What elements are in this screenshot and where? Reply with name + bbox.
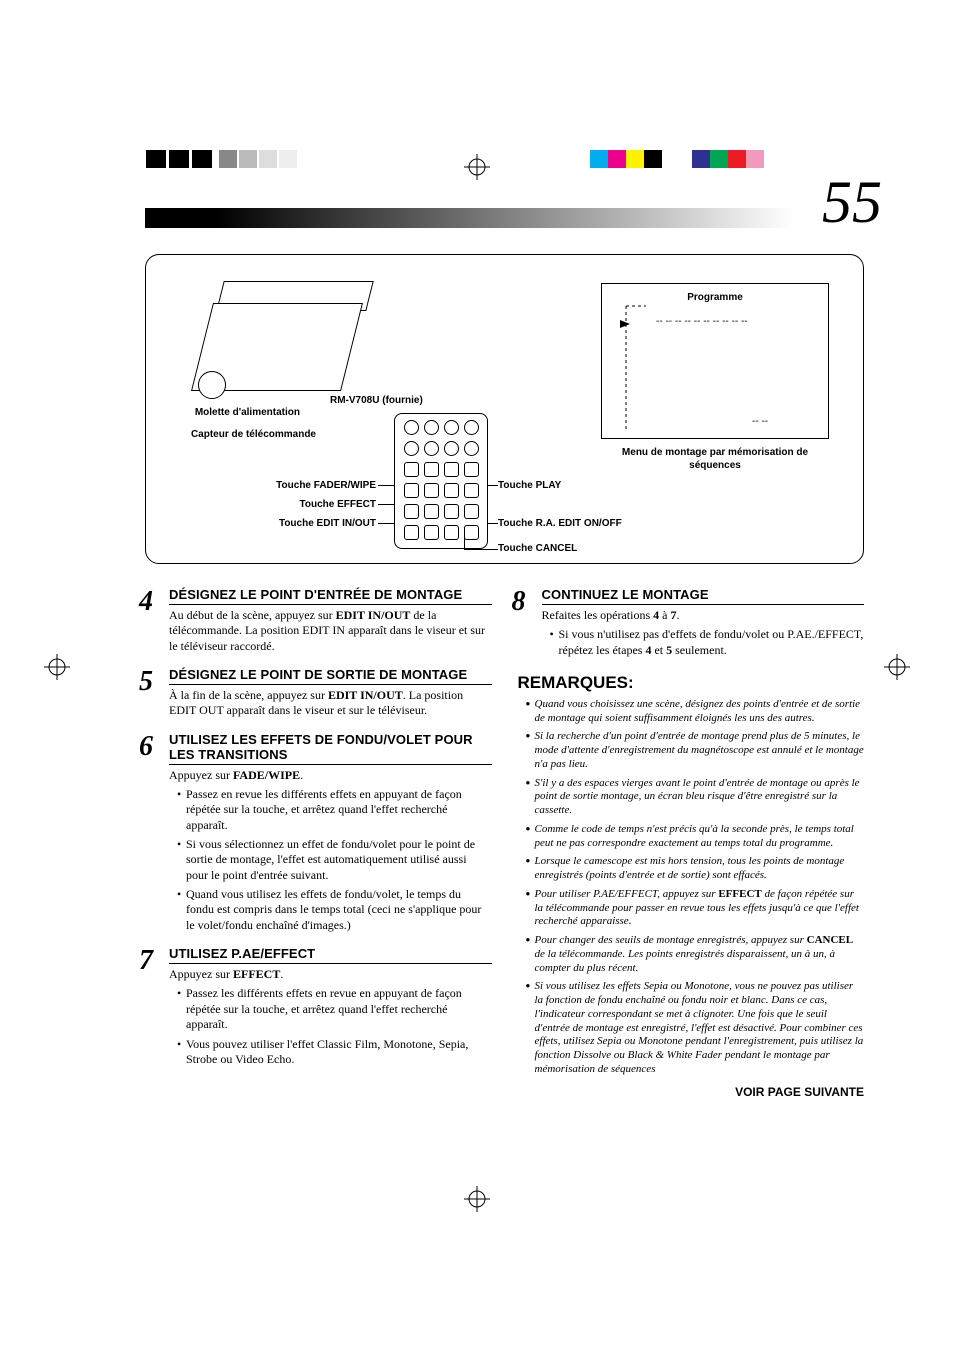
step-body: Au début de la scène, appuyez sur EDIT I… [169, 608, 492, 654]
diagram-box: Programme -- -- -- -- -- -- -- -- -- -- … [145, 254, 864, 564]
step-title: UTILISEZ P.AE/EFFECT [169, 947, 492, 964]
bullet: Si vous n'utilisez pas d'effets de fondu… [550, 627, 865, 658]
step-title: DÉSIGNEZ LE POINT D'ENTRÉE DE MONTAGE [169, 588, 492, 605]
label-fader: Touche FADER/WIPE [206, 480, 376, 491]
step-lead: Appuyez sur FADE/WIPE. [169, 768, 492, 783]
label-remote-model: RM-V708U (fournie) [330, 395, 470, 406]
label-effect: Touche EFFECT [206, 499, 376, 510]
bullet: Si vous sélectionnez un effet de fondu/v… [177, 837, 492, 883]
bullet: Passez en revue les différents effets en… [177, 787, 492, 833]
step-bullets: Si vous n'utilisez pas d'effets de fondu… [542, 627, 865, 658]
remark: Quand vous choisissez une scène, désigne… [526, 698, 865, 726]
camcorder-illustration [192, 281, 372, 401]
svg-text:-- -- -- -- -- -- -- -- --: -- -- -- -- -- -- -- -- -- -- [656, 316, 748, 327]
step-6: 6 UTILISEZ LES EFFETS DE FONDU/VOLET POU… [145, 733, 492, 933]
step-bullets: Passez en revue les différents effets en… [169, 787, 492, 933]
step-body: À la fin de la scène, appuyez sur EDIT I… [169, 688, 492, 719]
osd-caption: Menu de montage par mémorisation de séqu… [601, 447, 829, 472]
osd-screen: Programme -- -- -- -- -- -- -- -- -- -- … [601, 283, 829, 439]
label-capteur: Capteur de télécommande [156, 429, 316, 440]
step-5: 5 DÉSIGNEZ LE POINT DE SORTIE DE MONTAGE… [145, 668, 492, 719]
registration-mark-bottom [464, 1186, 490, 1212]
step-number: 4 [139, 584, 153, 620]
left-column: 4 DÉSIGNEZ LE POINT D'ENTRÉE DE MONTAGE … [145, 588, 492, 1100]
step-7: 7 UTILISEZ P.AE/EFFECT Appuyez sur EFFEC… [145, 947, 492, 1067]
label-play: Touche PLAY [498, 480, 658, 491]
body-columns: 4 DÉSIGNEZ LE POINT D'ENTRÉE DE MONTAGE … [145, 588, 864, 1100]
bullet: Quand vous utilisez les effets de fondu/… [177, 887, 492, 933]
remark: Pour utiliser P.AE/EFFECT, appuyez sur E… [526, 888, 865, 929]
step-number: 7 [139, 943, 153, 979]
step-lead: Refaites les opérations 4 à 7. [542, 608, 865, 623]
step-title: UTILISEZ LES EFFETS DE FONDU/VOLET POUR … [169, 733, 492, 765]
remark: Si la recherche d'un point d'entrée de m… [526, 730, 865, 771]
page-header: 55 [145, 180, 864, 240]
bullet: Vous pouvez utiliser l'effet Classic Fil… [177, 1037, 492, 1068]
svg-text:-- --: -- -- [752, 416, 768, 427]
remote-illustration [394, 413, 488, 549]
step-title: CONTINUEZ LE MONTAGE [542, 588, 865, 605]
remark: Si vous utilisez les effets Sepia ou Mon… [526, 980, 865, 1076]
bullet: Passez les différents effets en revue en… [177, 986, 492, 1032]
label-raedit: Touche R.A. EDIT ON/OFF [498, 518, 678, 529]
remark: Comme le code de temps n'est précis qu'à… [526, 823, 865, 851]
step-number: 8 [512, 584, 526, 620]
step-4: 4 DÉSIGNEZ LE POINT D'ENTRÉE DE MONTAGE … [145, 588, 492, 654]
step-lead: Appuyez sur EFFECT. [169, 967, 492, 982]
step-bullets: Passez les différents effets en revue en… [169, 986, 492, 1067]
remarks-title: REMARQUES: [518, 672, 865, 694]
step-number: 5 [139, 664, 153, 700]
remark: Lorsque le camescope est mis hors tensio… [526, 855, 865, 883]
remark: S'il y a des espaces vierges avant le po… [526, 777, 865, 818]
remark: Pour changer des seuils de montage enreg… [526, 934, 865, 975]
see-next-page: VOIR PAGE SUIVANTE [518, 1085, 865, 1100]
step-title: DÉSIGNEZ LE POINT DE SORTIE DE MONTAGE [169, 668, 492, 685]
page-number: 55 [822, 168, 882, 237]
remarks-list: Quand vous choisissez une scène, désigne… [518, 698, 865, 1077]
remarks-section: REMARQUES: Quand vous choisissez une scè… [518, 672, 865, 1077]
label-molette: Molette d'alimentation [156, 407, 300, 418]
label-editinout: Touche EDIT IN/OUT [206, 518, 376, 529]
step-8: 8 CONTINUEZ LE MONTAGE Refaites les opér… [518, 588, 865, 658]
label-cancel: Touche CANCEL [498, 543, 658, 554]
step-number: 6 [139, 729, 153, 765]
right-column: 8 CONTINUEZ LE MONTAGE Refaites les opér… [518, 588, 865, 1100]
